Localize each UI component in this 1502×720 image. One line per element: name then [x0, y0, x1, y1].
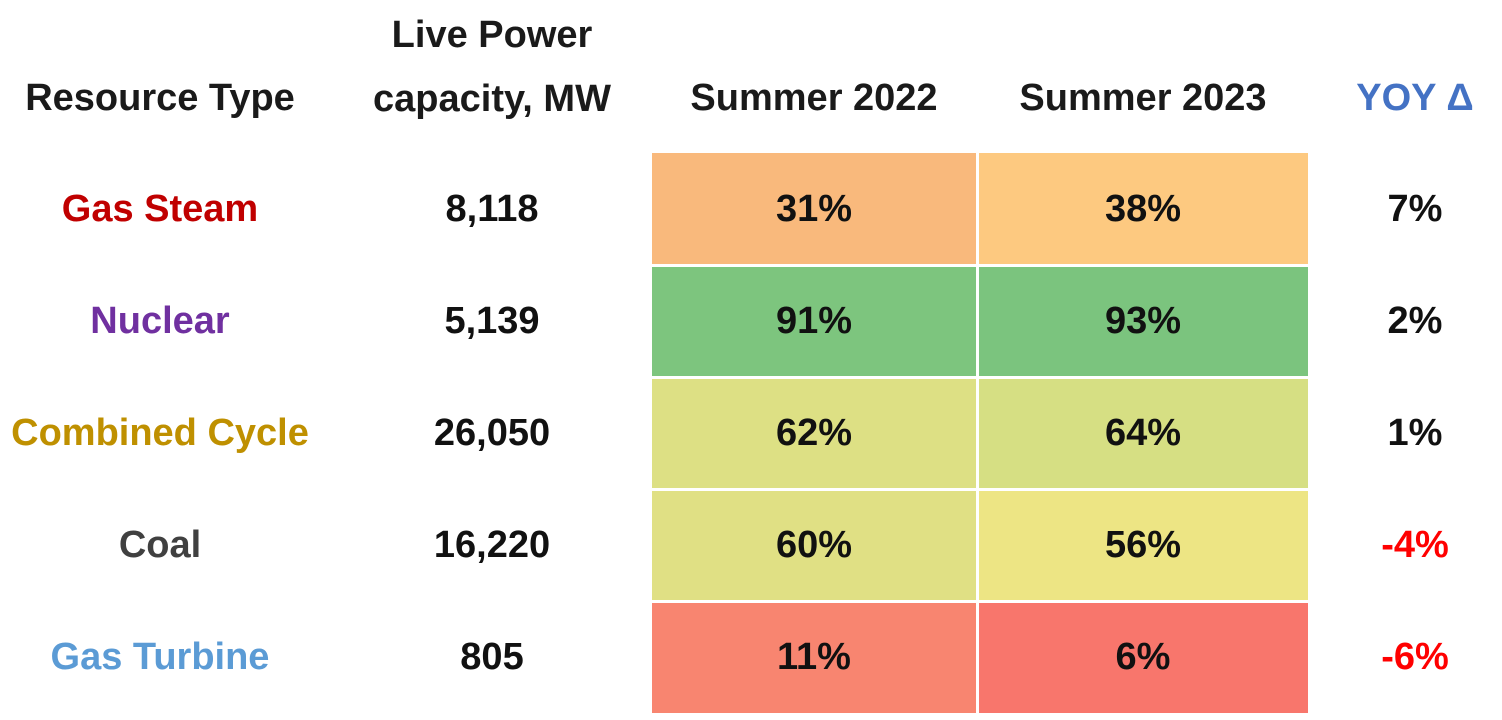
row-yoy: 1% [1387, 411, 1443, 454]
row-capacity: 8,118 [445, 187, 539, 230]
row-capacity: 5,139 [444, 299, 540, 342]
row-summer-2023-cell: 64% [978, 377, 1308, 489]
grid-divider-horizontal [652, 600, 1308, 603]
header-capacity-line1: Live Power [391, 14, 593, 56]
row-summer-2022-cell: 91% [652, 265, 976, 377]
row-yoy: 2% [1387, 299, 1443, 342]
grid-divider-horizontal [652, 264, 1308, 267]
row-resource-type: Gas Steam [61, 187, 259, 230]
row-summer-2022-cell: 31% [652, 153, 976, 265]
grid-divider-horizontal [652, 488, 1308, 491]
row-yoy: -4% [1381, 523, 1449, 566]
row-summer-2023-cell: 93% [978, 265, 1308, 377]
row-summer-2023-cell: 38% [978, 153, 1308, 265]
row-summer-2023-cell: 56% [978, 489, 1308, 601]
grid-divider-vertical [976, 153, 979, 713]
header-summer-2023: Summer 2023 [1019, 77, 1267, 119]
row-resource-type: Combined Cycle [11, 411, 309, 454]
row-summer-2023-cell: 6% [978, 601, 1308, 713]
row-resource-type: Nuclear [90, 299, 230, 342]
header-summer-2022: Summer 2022 [690, 77, 938, 119]
row-yoy: 7% [1387, 187, 1443, 230]
row-summer-2022-cell: 62% [652, 377, 976, 489]
header-capacity: Live Power capacity, MW [352, 2, 632, 132]
header-resource-type: Resource Type [25, 77, 295, 119]
row-capacity: 26,050 [433, 411, 551, 454]
header-yoy: YOY Δ [1356, 77, 1474, 119]
row-capacity: 16,220 [433, 523, 551, 566]
row-yoy: -6% [1381, 635, 1449, 678]
row-resource-type: Coal [118, 523, 202, 566]
row-summer-2022-cell: 60% [652, 489, 976, 601]
row-summer-2022-cell: 11% [652, 601, 976, 713]
row-resource-type: Gas Turbine [50, 635, 270, 678]
header-capacity-line2: capacity, MW [373, 78, 611, 120]
grid-divider-horizontal [652, 376, 1308, 379]
row-capacity: 805 [460, 635, 524, 678]
